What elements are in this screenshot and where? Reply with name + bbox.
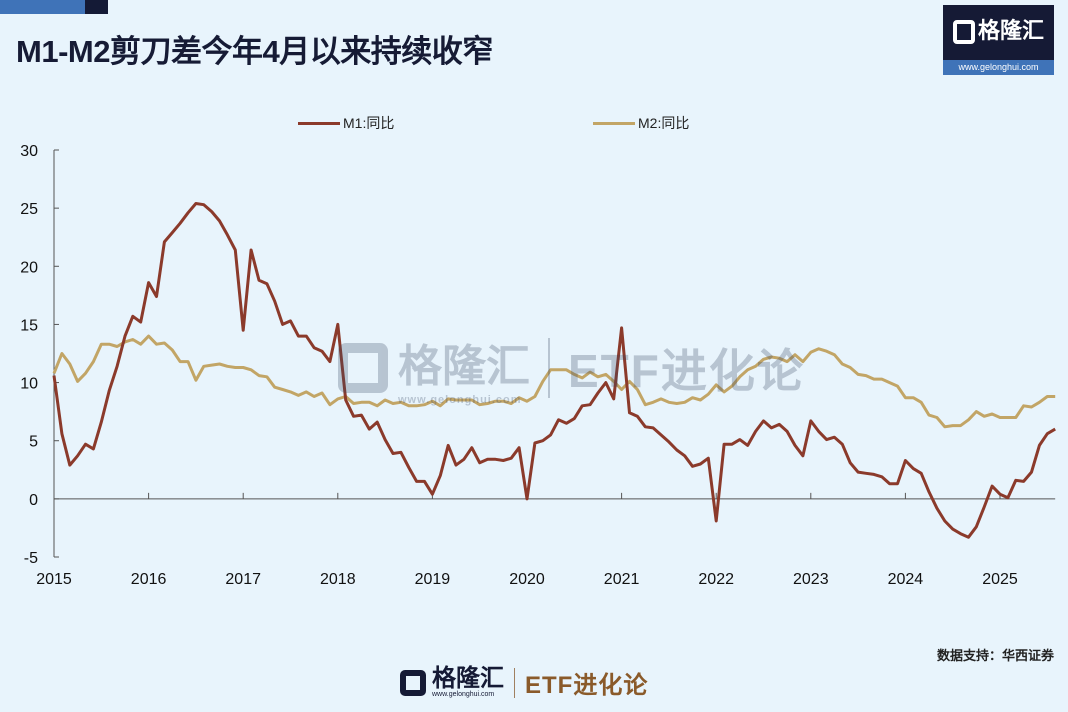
x-tick-label: 2019 — [415, 571, 451, 588]
y-tick-label: 0 — [29, 492, 38, 509]
watermark-column: ETF进化论 — [568, 345, 805, 397]
x-tick-label: 2021 — [604, 571, 640, 588]
footer-brand: 格隆汇 — [432, 665, 504, 692]
watermark-g-icon — [338, 343, 388, 393]
footer-logo: 格隆汇 www.gelonghui.com ETF进化论 — [400, 665, 648, 700]
series-line-m2 — [52, 334, 1056, 429]
series-line-m1 — [52, 202, 1056, 539]
x-tick-label: 2018 — [320, 571, 356, 588]
gelonghui-logo: 格隆汇 www.gelonghui.com — [943, 5, 1054, 75]
footer-url: www.gelonghui.com — [432, 691, 495, 698]
legend-swatch-m2 — [593, 121, 635, 125]
footer-column: ETF进化论 — [525, 672, 649, 699]
x-tick-label: 2020 — [509, 571, 545, 588]
footer-divider — [514, 667, 515, 698]
logo-brand: 格隆汇 — [977, 18, 1044, 43]
legend-label-m2: M2:同比 — [638, 115, 690, 131]
y-tick-label: 30 — [20, 143, 38, 160]
x-tick-label: 2024 — [888, 571, 924, 588]
x-tick-label: 2022 — [698, 571, 734, 588]
legend-item-m1: M1:同比 — [298, 113, 394, 133]
header-accent-bar-dark — [85, 0, 108, 14]
legend-label-m1: M1:同比 — [343, 115, 395, 131]
chart-title: M1-M2剪刀差今年4月以来持续收窄 — [16, 34, 493, 69]
g-logo-icon — [952, 20, 975, 45]
y-tick-label: -5 — [24, 550, 38, 567]
x-tick-label: 2025 — [982, 571, 1018, 588]
y-tick-label: 10 — [20, 376, 38, 393]
x-tick-label: 2023 — [793, 571, 829, 588]
x-tick-label: 2015 — [36, 571, 72, 588]
legend-item-m2: M2:同比 — [593, 113, 689, 133]
data-source: 数据支持：华西证券 — [936, 648, 1054, 663]
watermark: 格隆汇 www.gelonghui.com ETF进化论 — [338, 330, 805, 406]
legend-swatch-m1 — [298, 121, 340, 125]
footer-g-icon — [400, 669, 426, 696]
logo-url: www.gelonghui.com — [943, 60, 1054, 75]
watermark-divider — [548, 338, 550, 398]
x-tick-label: 2017 — [225, 571, 261, 588]
x-tick-label: 2016 — [131, 571, 167, 588]
y-tick-label: 15 — [20, 317, 38, 334]
y-tick-label: 20 — [20, 259, 38, 276]
watermark-brand: 格隆汇 — [398, 342, 530, 391]
y-tick-label: 25 — [20, 201, 38, 218]
watermark-url: www.gelonghui.com — [398, 394, 522, 406]
header-accent-bar — [0, 0, 85, 14]
y-tick-label: 5 — [29, 434, 38, 451]
